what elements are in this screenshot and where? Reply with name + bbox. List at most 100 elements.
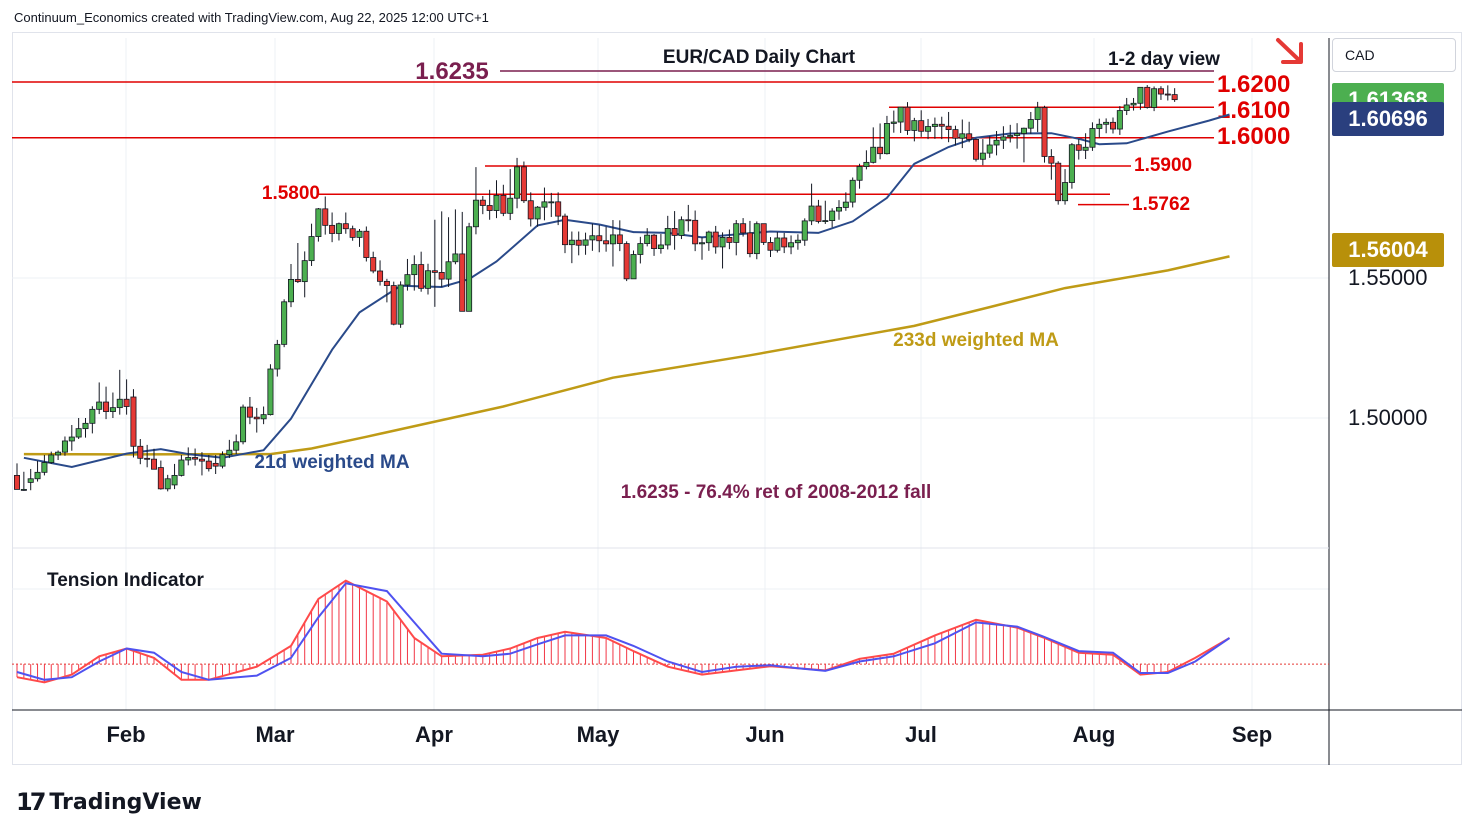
candle [918, 110, 925, 137]
x-tick-label: Jul [905, 722, 937, 747]
candle [719, 232, 726, 269]
candle [144, 444, 151, 468]
candle [555, 192, 562, 226]
candle [459, 211, 466, 312]
candle [240, 404, 247, 445]
candle [472, 167, 479, 235]
x-tick-label: Jun [745, 722, 784, 747]
tension-histogram [16, 580, 1176, 683]
candle [109, 392, 116, 418]
x-tick-label: Apr [415, 722, 453, 747]
candle [1082, 133, 1089, 159]
candle [424, 263, 431, 295]
x-tick-label: Mar [255, 722, 295, 747]
candle [740, 218, 747, 237]
candle [630, 250, 637, 280]
currency-label[interactable]: CAD [1332, 38, 1456, 72]
down-arrow-icon [1276, 38, 1303, 64]
candle [1130, 97, 1137, 111]
level-label-1.5762: 1.5762 [1132, 194, 1190, 215]
candle [507, 169, 514, 221]
candle [541, 187, 548, 221]
candle [192, 448, 199, 466]
candle [938, 116, 945, 140]
candle [1041, 105, 1048, 163]
candle [329, 212, 336, 243]
candle [973, 138, 980, 162]
candle [712, 225, 719, 254]
candle [979, 139, 986, 166]
candle [774, 232, 781, 253]
candle [418, 251, 425, 292]
ma21-label: 21d weighted MA [254, 452, 409, 473]
candle [616, 220, 623, 252]
candle [68, 425, 75, 451]
candle [726, 229, 733, 250]
candle [27, 468, 34, 491]
fib-level-label: 1.6235 [415, 58, 488, 85]
candle [911, 117, 918, 142]
candle [534, 206, 541, 227]
candle [150, 448, 157, 470]
level-label-1.6000: 1.6000 [1217, 123, 1290, 150]
candle [500, 184, 507, 217]
candle [671, 211, 678, 250]
ma233-price-tag: 1.56004 [1332, 232, 1444, 267]
candle [883, 115, 890, 155]
candle [342, 212, 349, 234]
candle [308, 223, 315, 266]
candle [356, 229, 363, 247]
candle [1116, 106, 1123, 135]
candle [377, 260, 384, 286]
tradingview-logo[interactable]: 17 TradingView [16, 788, 202, 816]
candle [890, 110, 897, 133]
tradingview-logo-text: TradingView [49, 789, 202, 815]
candle [575, 231, 582, 256]
x-tick-label: Sep [1232, 722, 1272, 747]
candle [397, 281, 404, 328]
candle [493, 180, 500, 219]
candle [198, 452, 205, 476]
candle [157, 460, 164, 490]
candle [226, 439, 233, 459]
candle [931, 117, 938, 139]
candle [568, 231, 575, 264]
candle [836, 200, 843, 220]
level-label-1.6100: 1.6100 [1217, 97, 1290, 124]
candle [48, 451, 55, 464]
candle [335, 222, 342, 241]
tension-line [16, 579, 1231, 684]
candle [411, 255, 418, 291]
candle [1089, 122, 1096, 151]
candle [445, 217, 452, 287]
candle [452, 209, 459, 265]
candle [82, 418, 89, 438]
candle [96, 382, 103, 415]
candle [178, 454, 185, 477]
candle [404, 258, 411, 291]
candle [692, 210, 699, 252]
candle [1020, 127, 1027, 163]
candle [678, 216, 685, 240]
candle [644, 228, 651, 247]
candle [856, 163, 863, 189]
candle [1151, 86, 1158, 112]
candle [753, 221, 760, 260]
chart-frame [12, 32, 1462, 765]
candle [294, 243, 301, 284]
candle [815, 199, 822, 224]
candle [171, 463, 178, 490]
candle [657, 234, 664, 254]
y-tick-label: 1.55000 [1348, 265, 1428, 290]
candle [20, 471, 27, 491]
candle [1007, 124, 1014, 143]
candle [904, 102, 911, 135]
ma233-line [23, 255, 1230, 456]
candle [287, 264, 294, 308]
candle [829, 208, 836, 228]
level-label-1.5900: 1.5900 [1134, 155, 1192, 176]
candle [993, 131, 1000, 156]
candle [137, 439, 144, 465]
candle [959, 119, 966, 149]
